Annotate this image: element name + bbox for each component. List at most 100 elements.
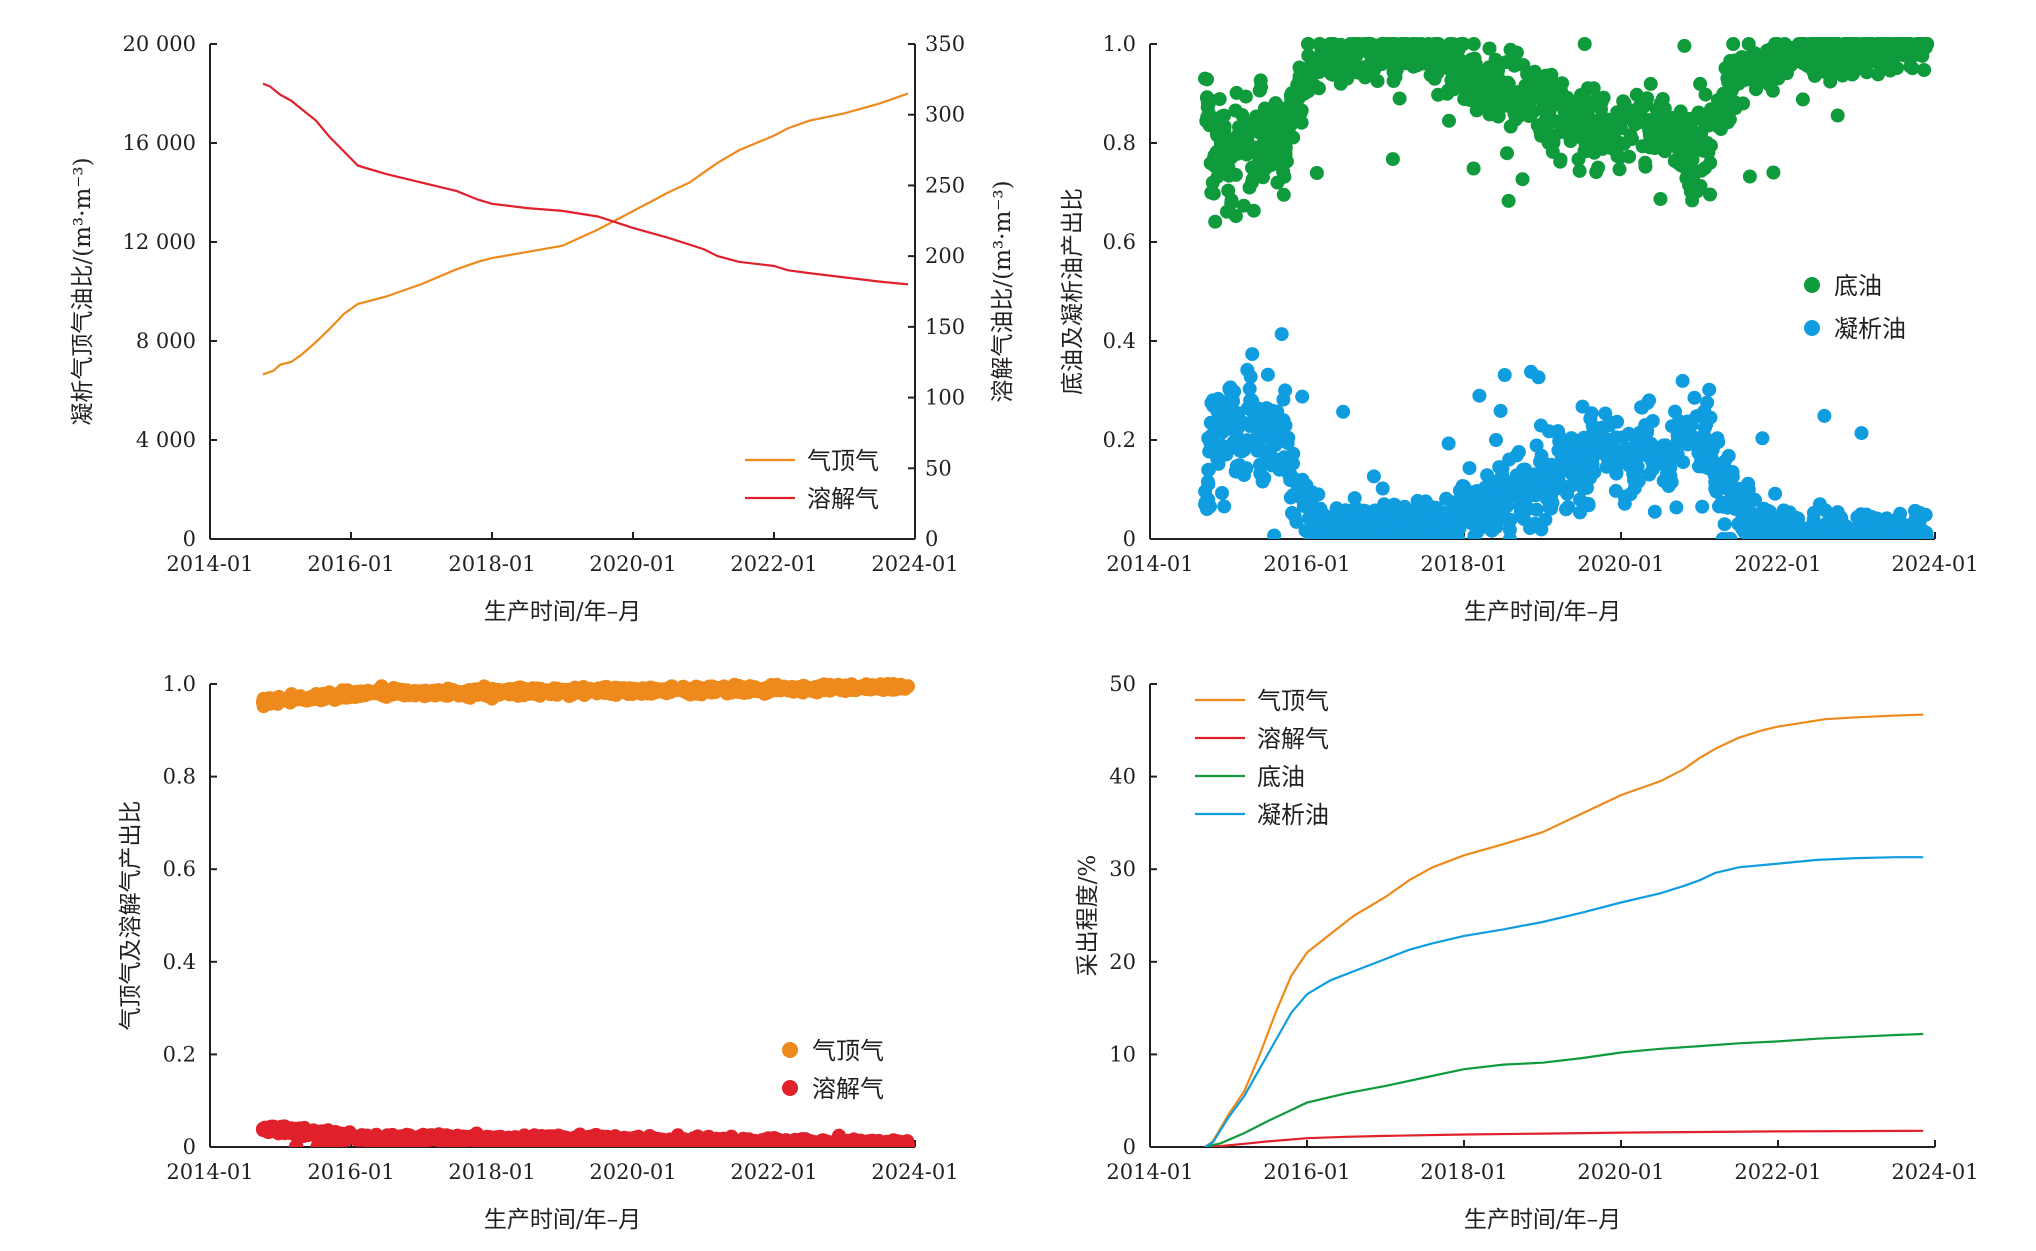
data-point <box>1339 51 1354 66</box>
data-point <box>1489 481 1504 496</box>
data-point <box>1698 87 1713 102</box>
data-point <box>386 1139 401 1147</box>
data-point <box>1457 502 1471 517</box>
data-point <box>1703 187 1717 202</box>
series-line <box>1204 856 1924 1147</box>
data-point <box>329 1128 344 1142</box>
data-point <box>1695 499 1710 514</box>
data-point <box>1668 404 1682 419</box>
data-point <box>1634 400 1649 415</box>
data-point <box>1535 467 1550 482</box>
data-point <box>1684 150 1699 165</box>
data-point <box>1625 132 1639 146</box>
data-point <box>301 1125 316 1140</box>
data-point <box>1441 436 1456 451</box>
x-tick-label: 2014-01 <box>166 1160 253 1184</box>
data-point <box>1661 452 1676 467</box>
data-point <box>1642 467 1657 482</box>
data-point <box>1276 155 1291 170</box>
data-point <box>1577 37 1592 51</box>
data-point <box>1580 480 1594 495</box>
data-point <box>1645 442 1660 457</box>
data-point <box>1795 92 1810 107</box>
data-point <box>396 1130 411 1145</box>
data-point <box>869 1139 884 1147</box>
x-tick-label: 2024-01 <box>1891 1160 1978 1184</box>
data-point <box>546 1139 561 1147</box>
data-point <box>1217 499 1232 514</box>
y-tick-label: 50 <box>1109 672 1136 696</box>
data-point <box>1336 404 1351 419</box>
y-tick-label: 0.2 <box>163 1042 196 1066</box>
data-point <box>1610 105 1625 120</box>
data-point <box>1200 474 1215 489</box>
data-point <box>1559 462 1573 477</box>
data-point <box>1613 150 1628 165</box>
data-point <box>1873 532 1887 539</box>
data-point <box>1589 165 1604 179</box>
data-point <box>1609 139 1624 154</box>
x-tick-label: 2018-01 <box>448 1160 535 1184</box>
data-point <box>1602 415 1617 430</box>
y2-tick-label: 50 <box>925 456 952 480</box>
data-point <box>1500 146 1514 161</box>
data-point <box>1489 519 1504 534</box>
data-point <box>1755 431 1770 446</box>
data-point <box>1495 494 1510 509</box>
data-point <box>1301 37 1316 51</box>
data-point <box>1830 108 1845 123</box>
data-point <box>1920 37 1935 51</box>
chart-p3: 2014-01 2016-01 2018-01 2020-01 2022-01 2024-… <box>118 672 959 1233</box>
data-point <box>1424 532 1439 539</box>
chart-p4: 2014-01 2016-01 2018-01 2020-01 2022-01 2024-… <box>1075 672 1979 1233</box>
y-tick-label: 1.0 <box>1103 32 1136 56</box>
data-point <box>1300 71 1314 86</box>
data-point <box>1840 59 1854 74</box>
data-point <box>1228 209 1243 224</box>
data-point <box>288 1139 303 1147</box>
data-point <box>1598 442 1613 457</box>
y2-tick-label: 100 <box>925 386 965 410</box>
y-tick-label: 0 <box>1123 527 1136 551</box>
data-point <box>315 1126 330 1141</box>
data-point <box>1257 471 1272 485</box>
data-point <box>1229 428 1244 443</box>
data-point <box>1464 56 1479 71</box>
data-point <box>1221 408 1236 423</box>
data-point <box>626 1133 640 1147</box>
legend-swatch <box>1804 277 1820 293</box>
data-point <box>1362 46 1377 61</box>
data-point <box>1554 450 1569 465</box>
data-point <box>1538 512 1553 527</box>
data-point <box>463 683 478 698</box>
data-point <box>1507 106 1522 121</box>
data-point <box>1643 140 1657 155</box>
data-point <box>1688 110 1703 125</box>
data-point <box>1731 492 1746 507</box>
y2-tick-label: 200 <box>925 244 965 268</box>
data-point <box>1456 37 1471 51</box>
data-point <box>1763 51 1778 66</box>
data-point <box>646 682 661 697</box>
x-axis-label: 生产时间/年–月 <box>484 1207 641 1233</box>
data-point <box>657 1139 672 1147</box>
data-point <box>1571 460 1586 475</box>
data-point <box>1871 67 1886 82</box>
data-point <box>1209 422 1224 437</box>
data-point <box>1378 51 1393 66</box>
data-point <box>1235 108 1250 123</box>
data-point <box>1545 144 1560 159</box>
data-point <box>344 687 358 702</box>
series-底油 <box>1198 37 1935 229</box>
data-point <box>1595 141 1610 156</box>
data-point <box>414 685 429 700</box>
data-point <box>1692 126 1707 141</box>
data-point <box>1274 327 1289 342</box>
data-point <box>1825 63 1840 78</box>
data-point <box>1572 163 1587 178</box>
data-point <box>1243 419 1258 433</box>
y-tick-label: 0.4 <box>1103 329 1136 353</box>
data-point <box>730 1139 744 1147</box>
data-point <box>1717 110 1732 125</box>
